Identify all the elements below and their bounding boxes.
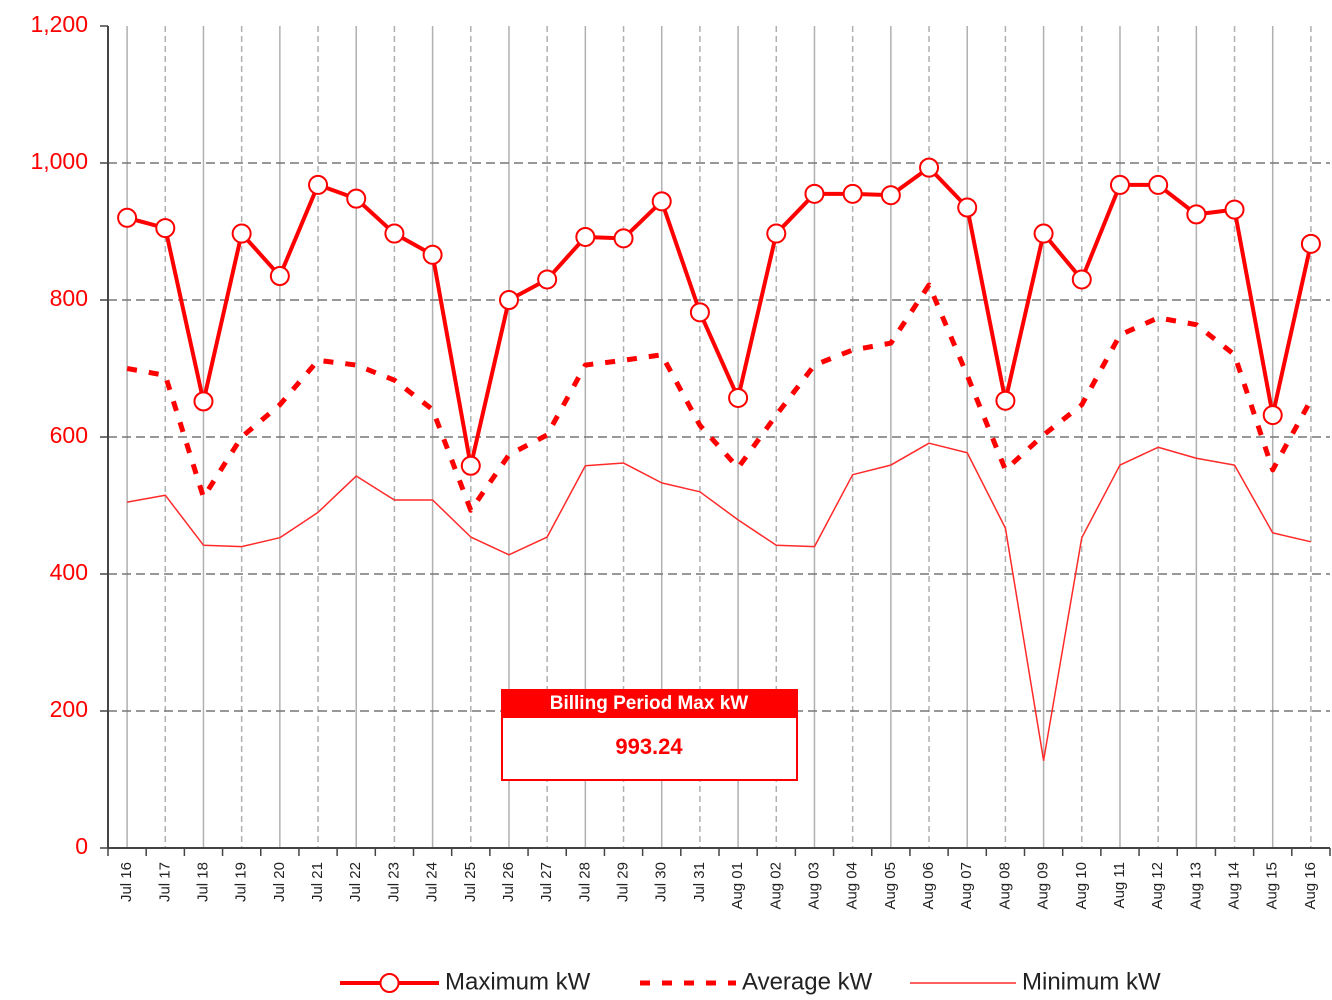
- marker: [537, 269, 558, 290]
- marker: [384, 223, 405, 244]
- x-tick-label: Jul 16: [118, 862, 135, 902]
- x-tick-label: Aug 13: [1187, 862, 1204, 910]
- y-tick-label: 800: [50, 285, 88, 311]
- marker: [1071, 269, 1092, 290]
- series-line: [126, 282, 1314, 513]
- marker: [613, 228, 634, 249]
- x-tick-label: Jul 31: [691, 862, 708, 902]
- x-tick-label: Aug 05: [882, 862, 899, 910]
- x-tick-label: Jul 29: [615, 862, 632, 902]
- y-tick-label: 400: [50, 559, 88, 585]
- x-tick-label: Aug 14: [1226, 862, 1243, 910]
- x-tick-label: Aug 04: [844, 862, 861, 910]
- y-tick-label: 1,200: [30, 11, 88, 37]
- marker: [193, 391, 214, 412]
- marker: [1262, 405, 1283, 426]
- x-tick-label: Aug 07: [958, 862, 975, 910]
- x-tick-label: Jul 25: [462, 862, 479, 902]
- marker: [804, 183, 825, 204]
- marker: [1033, 223, 1054, 244]
- legend-label: Maximum kW: [445, 968, 591, 995]
- x-tick-label: Aug 08: [996, 862, 1013, 910]
- x-tick-label: Jul 20: [271, 862, 288, 902]
- legend-marker: [379, 973, 400, 993]
- x-tick-label: Aug 09: [1035, 862, 1052, 910]
- marker: [919, 157, 940, 178]
- series-line: [126, 442, 1312, 762]
- marker: [269, 266, 290, 287]
- marker: [308, 174, 329, 195]
- x-tick-label: Aug 02: [767, 862, 784, 910]
- marker: [1148, 174, 1169, 195]
- series-line: [126, 165, 1313, 468]
- marker: [422, 244, 443, 265]
- x-tick-label: Jul 23: [385, 862, 402, 902]
- marker: [651, 191, 672, 212]
- annotation-title: Billing Period Max kW: [550, 693, 749, 714]
- x-tick-label: Jul 18: [194, 862, 211, 902]
- x-tick-label: Jul 27: [538, 862, 555, 902]
- x-tick-label: Aug 12: [1149, 862, 1166, 910]
- x-tick-label: Jul 22: [347, 862, 364, 902]
- x-tick-label: Aug 16: [1302, 862, 1319, 910]
- marker: [1109, 174, 1130, 195]
- marker: [1186, 204, 1207, 225]
- marker: [689, 302, 710, 323]
- x-tick-label: Jul 21: [309, 862, 326, 902]
- y-tick-label: 600: [50, 422, 88, 448]
- x-tick-label: Jul 28: [576, 862, 593, 902]
- marker: [231, 223, 252, 244]
- x-tick-label: Aug 03: [805, 862, 822, 910]
- x-tick-label: Jul 30: [653, 862, 670, 902]
- marker: [842, 183, 863, 204]
- marker: [957, 197, 978, 218]
- x-tick-label: Jul 24: [424, 862, 441, 902]
- marker: [460, 455, 481, 476]
- marker: [155, 218, 176, 239]
- x-tick-label: Aug 01: [729, 862, 746, 910]
- marker: [117, 207, 138, 228]
- x-tick-label: Jul 26: [500, 862, 517, 902]
- marker: [575, 226, 596, 247]
- annotation-value: 993.24: [615, 734, 683, 759]
- annotation-header: [502, 690, 797, 718]
- marker: [1224, 199, 1245, 220]
- marker: [1300, 233, 1321, 254]
- x-tick-label: Aug 10: [1073, 862, 1090, 910]
- x-tick-label: Aug 11: [1111, 862, 1128, 908]
- x-tick-label: Aug 15: [1264, 862, 1281, 910]
- legend-label: Minimum kW: [1022, 968, 1161, 995]
- marker: [346, 188, 367, 209]
- marker: [498, 290, 519, 310]
- y-tick-label: 200: [50, 696, 88, 722]
- x-tick-label: Aug 06: [920, 862, 937, 910]
- y-tick-label: 0: [75, 833, 88, 859]
- legend-label: Average kW: [742, 968, 873, 995]
- marker: [728, 387, 749, 408]
- x-tick-label: Jul 19: [233, 862, 250, 902]
- x-tick-label: Jul 17: [156, 862, 173, 902]
- annotation: Billing Period Max kW 993.24: [501, 689, 798, 781]
- marker: [880, 185, 901, 206]
- y-tick-label: 1,000: [30, 148, 88, 174]
- marker: [995, 390, 1016, 411]
- marker: [766, 223, 787, 244]
